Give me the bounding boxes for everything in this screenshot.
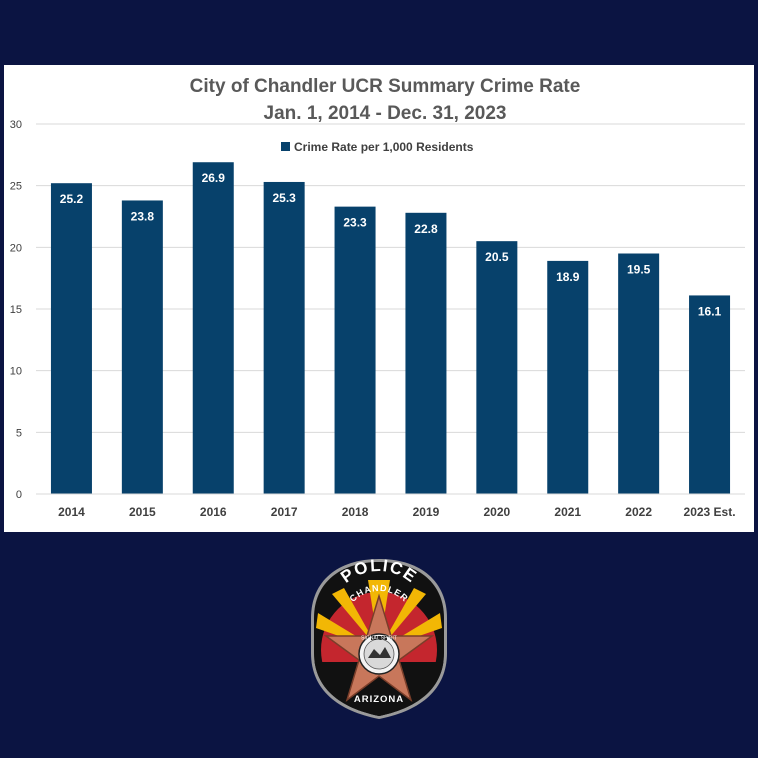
chart-panel: City of Chandler UCR Summary Crime Rate …: [4, 65, 754, 532]
x-tick-label: 2016: [200, 505, 227, 519]
y-tick-label: 0: [16, 489, 22, 501]
bar: [192, 162, 234, 494]
legend: Crime Rate per 1,000 Residents: [281, 140, 474, 154]
chart-subtitle: Jan. 1, 2014 - Dec. 31, 2023: [264, 103, 507, 124]
data-label: 18.9: [556, 270, 580, 284]
x-tick-label: 2021: [554, 505, 581, 519]
data-label: 19.5: [627, 263, 651, 277]
y-tick-label: 25: [10, 181, 22, 193]
data-label: 25.3: [272, 191, 296, 205]
y-tick-label: 5: [16, 427, 22, 439]
x-tick-label: 2014: [58, 505, 85, 519]
data-label: 16.1: [698, 304, 722, 318]
chandler-police-badge-icon: SIGNAL SPIRIT POLICE CHANDLER ARIZONA: [308, 556, 450, 720]
data-label: 25.2: [60, 192, 84, 206]
bar: [405, 212, 447, 495]
y-tick-label: 30: [10, 119, 22, 131]
bars: 25.2 23.8 26.9 25.3 23.3 22.8 20.5 18.9 19.5 16.1: [50, 162, 731, 495]
x-tick-label: 2017: [271, 505, 298, 519]
data-label: 23.8: [131, 209, 155, 223]
bar: [476, 241, 518, 494]
x-axis: 2014 2015 2016 2017 2018 2019 2020 2021 2022 2023…: [36, 493, 745, 519]
x-tick-label: 2015: [129, 505, 156, 519]
legend-label: Crime Rate per 1,000 Residents: [294, 140, 474, 154]
y-tick-label: 20: [10, 242, 22, 254]
data-label: 26.9: [202, 171, 226, 185]
bar: [263, 181, 305, 494]
x-tick-label: 2023 Est.: [684, 505, 736, 519]
legend-swatch: [281, 142, 290, 151]
x-tick-label: 2022: [625, 505, 652, 519]
bar-chart: City of Chandler UCR Summary Crime Rate …: [10, 76, 745, 519]
svg-text:ARIZONA: ARIZONA: [354, 694, 404, 705]
data-label: 20.5: [485, 250, 509, 264]
svg-text:SIGNAL SPIRIT: SIGNAL SPIRIT: [361, 636, 397, 642]
bar: [618, 253, 660, 494]
bar: [334, 206, 376, 494]
x-tick-label: 2018: [342, 505, 369, 519]
y-tick-label: 10: [10, 366, 22, 378]
data-label: 22.8: [414, 222, 438, 236]
data-label: 23.3: [343, 216, 367, 230]
x-tick-label: 2019: [413, 505, 440, 519]
y-tick-label: 15: [10, 304, 22, 316]
bar: [121, 200, 163, 494]
chart-title: City of Chandler UCR Summary Crime Rate: [190, 76, 581, 97]
bar: [50, 183, 92, 494]
bar: [547, 260, 589, 494]
x-tick-label: 2020: [483, 505, 510, 519]
bar: [689, 295, 731, 494]
